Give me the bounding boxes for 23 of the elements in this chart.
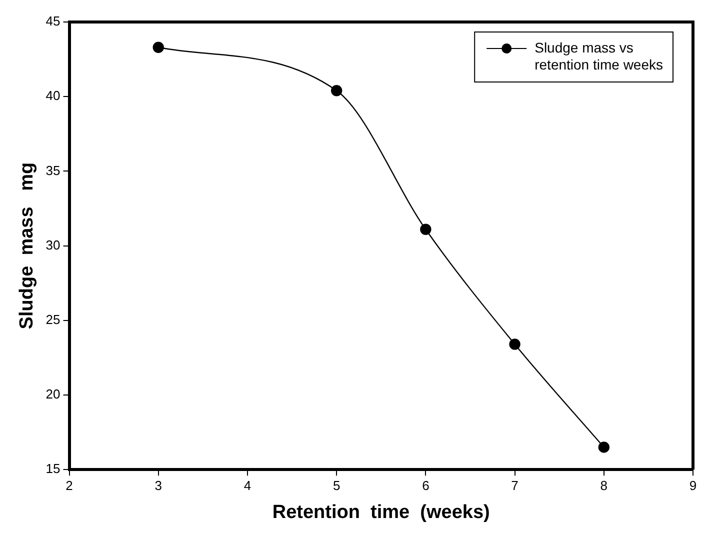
point	[152, 42, 164, 53]
legend-label: Sludge mass vs retention time weeks	[534, 39, 664, 72]
x-tick-label: 2	[66, 478, 73, 493]
y-tick-label: 30	[46, 237, 60, 252]
point	[598, 442, 610, 453]
x-axis-title: Retention time (weeks)	[272, 502, 490, 523]
y-tick-label: 35	[46, 162, 60, 178]
y-axis-title: Sludge mass mg	[16, 162, 38, 330]
x-tick-label: 5	[332, 478, 340, 493]
x-tick-label: 4	[244, 478, 252, 493]
y-tick-label: 40	[46, 88, 60, 104]
y-tick-label: 15	[46, 461, 60, 476]
point	[420, 224, 432, 235]
x-tick-label: 7	[511, 478, 518, 493]
y-tick-label: 45	[46, 14, 60, 29]
x-tick-label: 3	[154, 478, 162, 493]
y-tick-label: 20	[46, 386, 60, 402]
y-tick-label: 25	[46, 312, 60, 327]
x-tick-label: 8	[600, 478, 608, 493]
point	[509, 338, 520, 350]
point	[330, 85, 342, 96]
x-tick-label: 6	[422, 478, 430, 493]
x-tick-label: 9	[689, 478, 697, 493]
